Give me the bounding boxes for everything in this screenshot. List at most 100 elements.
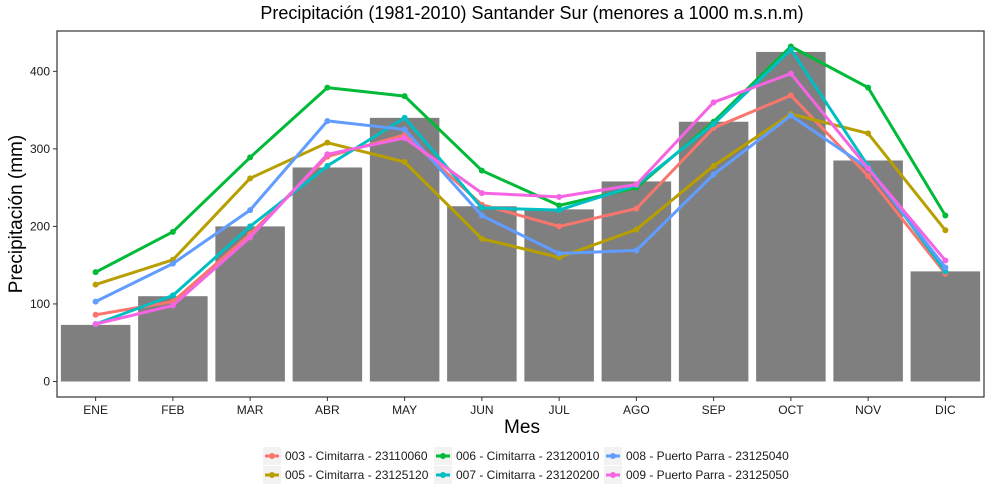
bar-ene (60, 324, 131, 382)
series-point-3-dic (942, 212, 949, 219)
series-point-2-mar (247, 175, 254, 182)
series-point-6-mar (247, 234, 254, 241)
series-point-4-abr (324, 162, 331, 169)
series-point-6-jul (556, 193, 563, 200)
series-point-1-ago (633, 205, 640, 212)
series-point-6-feb (169, 302, 176, 309)
bar-jun (447, 206, 517, 382)
legend-label: 006 - Cimitarra - 23120010 (456, 449, 600, 463)
series-point-6-sep (710, 99, 717, 106)
series-point-1-oct (787, 92, 794, 99)
series-point-2-sep (710, 162, 717, 169)
bar-sep (678, 121, 749, 382)
x-axis-title: Mes (504, 417, 540, 438)
series-point-4-feb (169, 292, 176, 299)
x-tick-label: DIC (935, 403, 956, 417)
series-point-6-jun (478, 190, 485, 197)
legend-label: 009 - Puerto Parra - 23125050 (626, 468, 789, 482)
series-point-5-jun (478, 212, 485, 219)
series-point-3-mar (247, 154, 254, 161)
x-tick-label: SEP (702, 403, 726, 417)
bar-mar (215, 226, 285, 382)
series-point-2-nov (865, 130, 872, 137)
series-point-5-mar (247, 207, 254, 214)
series-point-3-nov (865, 84, 872, 91)
x-tick-label: ENE (83, 403, 108, 417)
series-point-2-ene (92, 281, 99, 288)
bar-abr (292, 167, 363, 382)
x-tick-label: JUL (548, 403, 570, 417)
x-tick-label: MAR (237, 403, 264, 417)
series-point-6-nov (865, 165, 872, 172)
series-point-4-oct (787, 46, 794, 53)
x-tick-label: OCT (778, 403, 804, 417)
series-point-4-sep (710, 121, 717, 128)
y-tick-label: 400 (30, 64, 50, 78)
series-point-4-jul (556, 207, 563, 214)
series-point-5-jul (556, 250, 563, 257)
series-point-4-jun (478, 204, 485, 211)
series-point-5-sep (710, 171, 717, 178)
legend-label: 008 - Puerto Parra - 23125040 (626, 449, 789, 463)
series-point-5-abr (324, 117, 331, 124)
series-point-5-ago (633, 247, 640, 254)
lines-layer (92, 43, 949, 328)
y-tick-label: 300 (30, 142, 50, 156)
series-point-3-abr (324, 84, 331, 91)
series-point-4-may (401, 114, 408, 121)
legend-key-point (610, 453, 616, 459)
y-tick-label: 200 (30, 219, 50, 233)
series-point-3-ene (92, 269, 99, 276)
y-tick-label: 100 (30, 297, 50, 311)
series-point-5-may (401, 126, 408, 133)
series-point-6-abr (324, 151, 331, 158)
series-point-1-nov (865, 173, 872, 180)
legend-key-point (610, 472, 616, 478)
series-point-2-abr (324, 139, 331, 146)
y-axis: 0 100 200 300 400 (30, 64, 57, 388)
series-point-5-dic (942, 264, 949, 271)
y-tick-label: 0 (43, 374, 50, 388)
series-point-2-ago (633, 226, 640, 233)
series-line-5 (94, 114, 947, 303)
legend-key-point (269, 472, 275, 478)
x-tick-label: ABR (315, 403, 340, 417)
bar-nov (833, 160, 903, 382)
series-point-6-oct (787, 70, 794, 77)
legend-label: 003 - Cimitarra - 23110060 (285, 449, 428, 463)
series-point-2-jun (478, 235, 485, 242)
series-line-4 (95, 48, 947, 326)
bar-feb (138, 296, 208, 382)
series-point-5-ene (92, 298, 99, 305)
series-point-5-oct (787, 112, 794, 119)
legend-key-point (440, 472, 446, 478)
series-point-6-ago (633, 181, 640, 188)
legend-key-point (440, 453, 446, 459)
legend-label: 007 - Cimitarra - 23120200 (456, 468, 600, 482)
series-line-3 (94, 45, 947, 274)
series-point-1-jul (556, 223, 563, 230)
series-point-6-dic (942, 257, 949, 264)
series-point-1-ene (92, 311, 99, 318)
chart-title: Precipitación (1981-2010) Santander Sur … (260, 3, 803, 23)
series-point-6-may (401, 135, 408, 142)
legend-key-point (269, 453, 275, 459)
series-point-3-jun (478, 167, 485, 174)
series-point-2-dic (942, 227, 949, 234)
x-axis: ENE FEB MAR ABR MAY JUN JUL AGO SEP OCT NOV DIC (83, 397, 956, 417)
x-tick-label: FEB (161, 403, 184, 417)
legend: 003 - Cimitarra - 23110060 005 - Cimitarr… (263, 447, 789, 484)
series-point-5-feb (169, 260, 176, 267)
legend-label: 005 - Cimitarra - 23125120 (285, 468, 429, 482)
bar-oct (756, 51, 826, 382)
series-point-3-jul (556, 202, 563, 209)
x-tick-label: JUN (470, 403, 493, 417)
bar-dic (910, 271, 981, 382)
x-tick-label: AGO (623, 403, 650, 417)
series-point-3-may (401, 93, 408, 100)
series-line-6 (95, 72, 947, 326)
x-tick-label: MAY (392, 403, 417, 417)
series-line-2 (95, 112, 947, 287)
series-point-2-may (401, 159, 408, 166)
